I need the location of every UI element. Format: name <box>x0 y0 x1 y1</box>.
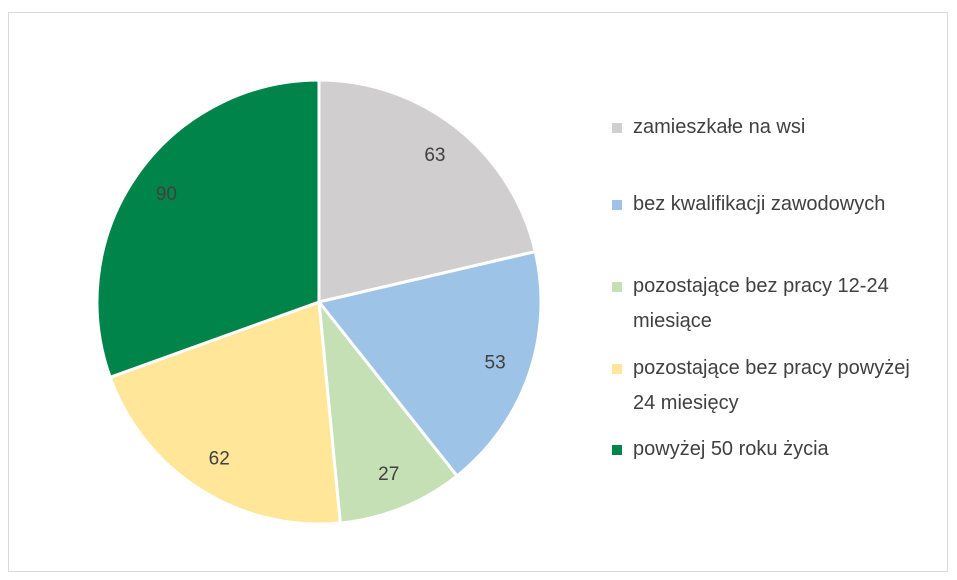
legend-item: powyżej 50 roku życia <box>612 432 922 467</box>
data-label: 90 <box>156 184 177 205</box>
data-label: 53 <box>485 352 506 373</box>
legend-swatch <box>612 200 622 210</box>
legend-item: pozostające bez pracy powyżej 24 miesięc… <box>612 351 922 421</box>
legend-label: pozostające bez pracy powyżej 24 miesięc… <box>633 357 910 414</box>
legend-swatch <box>612 445 622 455</box>
legend-label: powyżej 50 roku życia <box>633 438 829 460</box>
legend-item: zamieszkałe na wsi <box>612 110 922 145</box>
legend-swatch <box>612 123 622 133</box>
pie-slice <box>317 297 460 525</box>
pie-slice <box>316 249 543 478</box>
pie-slice <box>95 78 321 380</box>
legend-swatch <box>612 364 622 374</box>
data-label: 27 <box>378 464 399 485</box>
chart-frame <box>8 12 948 572</box>
legend-item: bez kwalifikacji zawodowych <box>612 187 922 222</box>
legend-swatch <box>612 282 622 292</box>
data-label: 63 <box>424 145 445 166</box>
legend-label: bez kwalifikacji zawodowych <box>633 193 886 215</box>
data-label: 62 <box>209 449 230 470</box>
legend-label: pozostające bez pracy 12-24 miesiące <box>633 275 889 332</box>
legend-label: zamieszkałe na wsi <box>633 116 806 138</box>
legend-item: pozostające bez pracy 12-24 miesiące <box>612 269 922 339</box>
pie-slice <box>317 78 538 304</box>
